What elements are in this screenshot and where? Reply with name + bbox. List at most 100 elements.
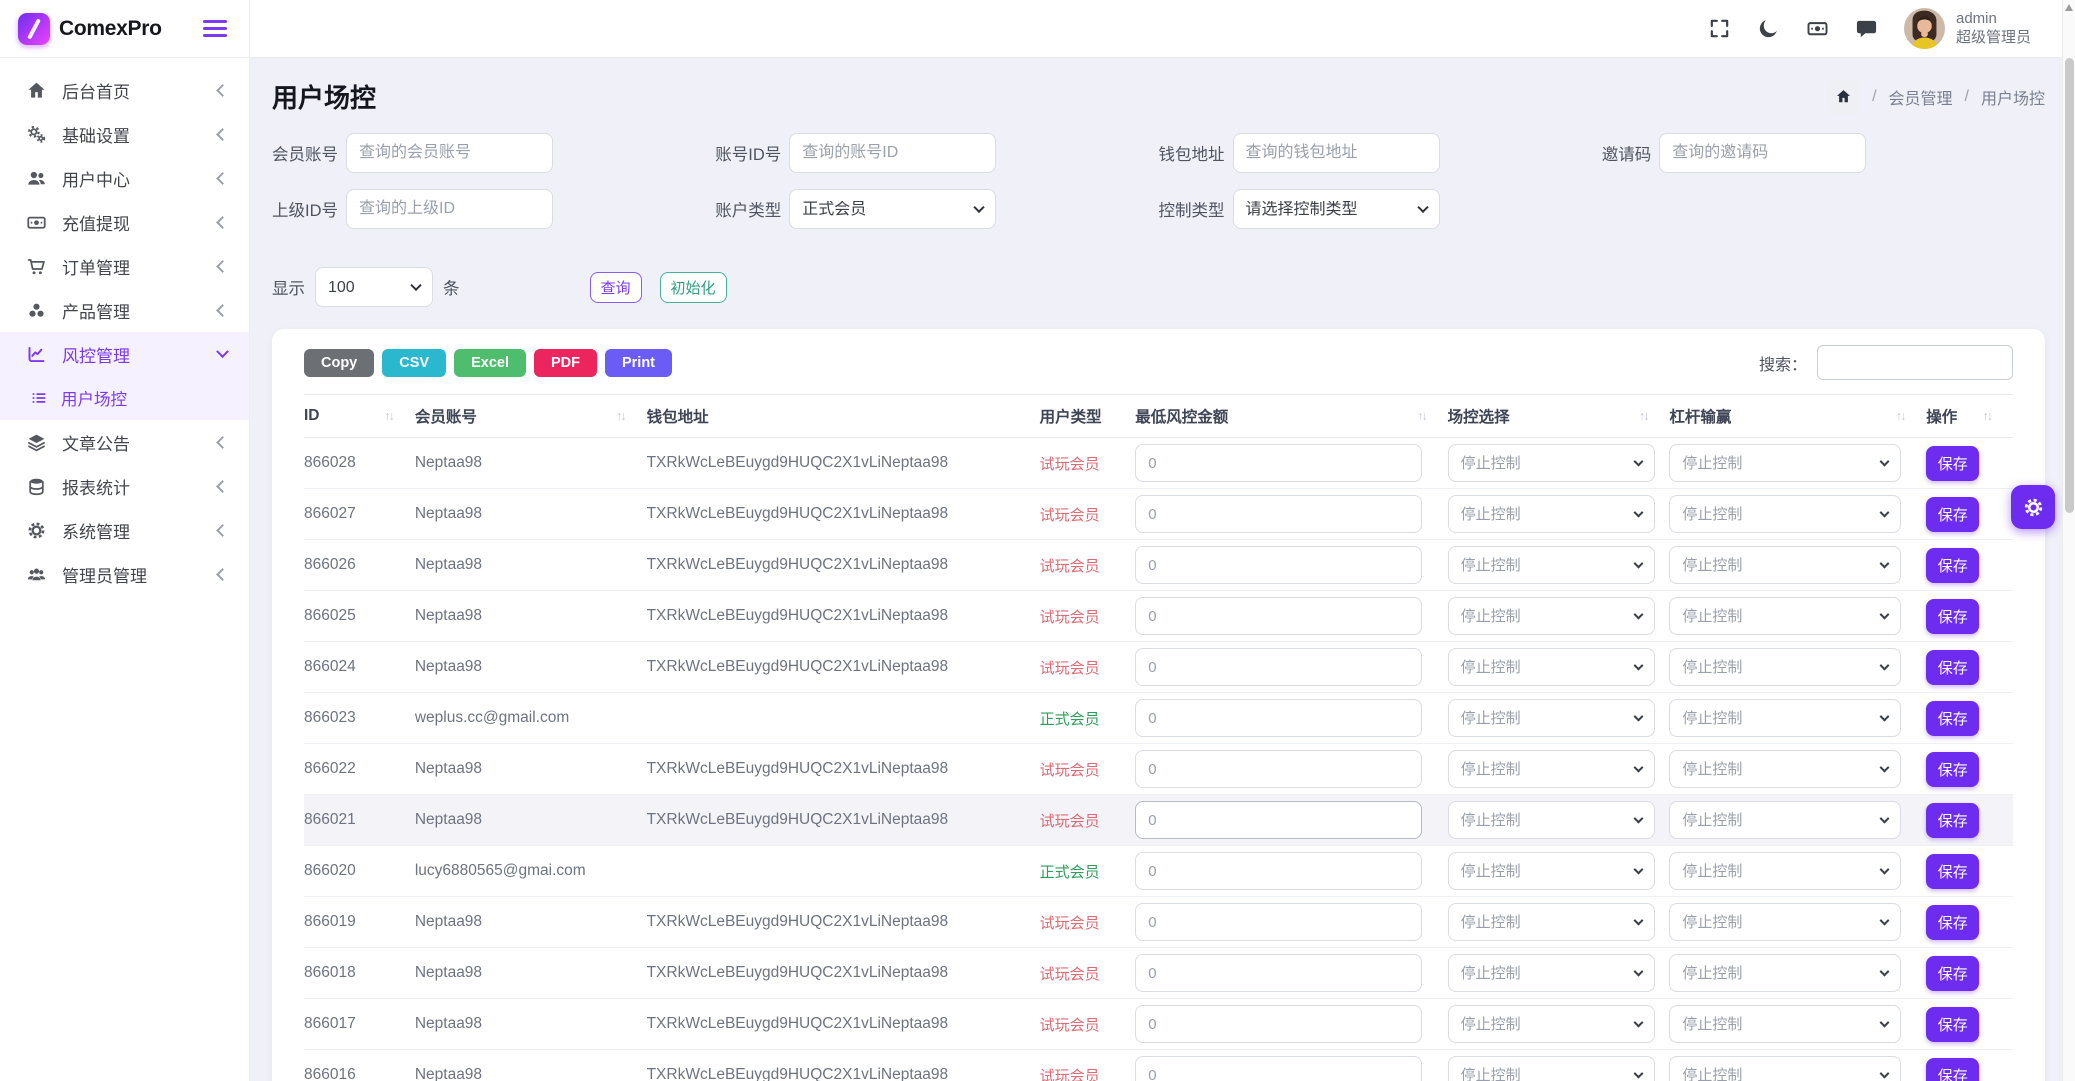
field-control-select[interactable]: 停止控制 [1448,648,1655,686]
sidebar-menu-item[interactable]: 产品管理 [0,288,249,332]
risk-amount-input[interactable] [1135,750,1422,788]
chat-icon[interactable] [1855,17,1878,40]
field-control-select[interactable]: 停止控制 [1448,597,1655,635]
risk-amount-input[interactable] [1135,801,1422,839]
leverage-select[interactable]: 停止控制 [1669,1005,1901,1043]
sort-icon[interactable]: ↑↓ [1896,409,1917,423]
sidebar-menu-item[interactable]: 管理员管理 [0,552,249,596]
column-header[interactable]: 场控选择 ↑↓ [1448,395,1670,438]
cash-icon[interactable] [1806,17,1829,40]
export-button[interactable]: Copy [304,349,374,377]
leverage-select[interactable]: 停止控制 [1669,495,1901,533]
sidebar-menu-item[interactable]: 报表统计 [0,464,249,508]
sidebar-menu-item[interactable]: 充值提现 [0,200,249,244]
save-button[interactable]: 保存 [1926,497,1979,532]
field-control-select[interactable]: 停止控制 [1448,903,1655,941]
filter-input[interactable] [789,133,996,173]
search-input[interactable] [1817,345,2013,380]
column-header[interactable]: 最低风控金额 ↑↓ [1135,395,1447,438]
export-button[interactable]: Print [605,349,672,377]
sidebar-menu-item[interactable]: 风控管理 [0,332,249,376]
column-header[interactable]: 会员账号 ↑↓ [415,395,647,438]
leverage-select[interactable]: 停止控制 [1669,903,1901,941]
sidebar-menu-item[interactable]: 基础设置 [0,112,249,156]
page-scrollbar[interactable] [2062,0,2075,1081]
reset-button[interactable]: 初始化 [660,272,727,303]
breadcrumb-home-button[interactable] [1826,80,1860,114]
risk-amount-input[interactable] [1135,852,1422,890]
filter-input[interactable] [1233,133,1440,173]
save-button[interactable]: 保存 [1926,956,1979,991]
field-control-select[interactable]: 停止控制 [1448,750,1655,788]
column-header[interactable]: 操作 ↑↓ [1926,395,2013,438]
export-button[interactable]: CSV [382,349,446,377]
hamburger-icon[interactable] [203,20,227,37]
leverage-select[interactable]: 停止控制 [1669,1056,1901,1081]
save-button[interactable]: 保存 [1926,1058,1979,1081]
export-button[interactable]: Excel [454,349,526,377]
query-button[interactable]: 查询 [590,272,642,303]
filter-input[interactable] [346,133,553,173]
parent-id-input[interactable] [346,189,553,229]
leverage-select[interactable]: 停止控制 [1669,648,1901,686]
save-button[interactable]: 保存 [1926,854,1979,889]
leverage-select[interactable]: 停止控制 [1669,750,1901,788]
leverage-select[interactable]: 停止控制 [1669,852,1901,890]
user-menu[interactable]: admin 超级管理员 [1904,8,2031,49]
risk-amount-input[interactable] [1135,648,1422,686]
save-button[interactable]: 保存 [1926,905,1979,940]
column-header[interactable]: 钱包地址 [647,395,1040,438]
save-button[interactable]: 保存 [1926,599,1979,634]
scrollbar-thumb[interactable] [2065,58,2074,513]
scrollbar-up-arrow[interactable] [2065,4,2073,11]
save-button[interactable]: 保存 [1926,752,1979,787]
sort-icon[interactable]: ↑↓ [384,409,405,423]
filter-input[interactable] [1659,133,1866,173]
fullscreen-icon[interactable] [1708,17,1731,40]
field-control-select[interactable]: 停止控制 [1448,495,1655,533]
sort-icon[interactable]: ↑↓ [1417,409,1438,423]
moon-icon[interactable] [1757,17,1780,40]
risk-amount-input[interactable] [1135,546,1422,584]
leverage-select[interactable]: 停止控制 [1669,954,1901,992]
risk-amount-input[interactable] [1135,699,1422,737]
risk-amount-input[interactable] [1135,597,1422,635]
save-button[interactable]: 保存 [1926,1007,1979,1042]
breadcrumb-level1[interactable]: 会员管理 [1889,85,1953,109]
control-type-select[interactable]: 请选择控制类型 [1233,189,1440,229]
sidebar-menu-item[interactable]: 系统管理 [0,508,249,552]
save-button[interactable]: 保存 [1926,650,1979,685]
leverage-select[interactable]: 停止控制 [1669,801,1901,839]
column-header[interactable]: 用户类型 [1040,395,1136,438]
risk-amount-input[interactable] [1135,954,1422,992]
leverage-select[interactable]: 停止控制 [1669,444,1901,482]
account-type-select[interactable]: 正式会员 [789,189,996,229]
save-button[interactable]: 保存 [1926,803,1979,838]
risk-amount-input[interactable] [1135,495,1422,533]
field-control-select[interactable]: 停止控制 [1448,444,1655,482]
sidebar-menu-item[interactable]: 用户场控 [0,376,249,420]
display-count-select[interactable]: 100 [315,267,433,307]
field-control-select[interactable]: 停止控制 [1448,801,1655,839]
sidebar-menu-item[interactable]: 用户中心 [0,156,249,200]
field-control-select[interactable]: 停止控制 [1448,699,1655,737]
field-control-select[interactable]: 停止控制 [1448,1056,1655,1081]
leverage-select[interactable]: 停止控制 [1669,546,1901,584]
risk-amount-input[interactable] [1135,903,1422,941]
sidebar-menu-item[interactable]: 订单管理 [0,244,249,288]
field-control-select[interactable]: 停止控制 [1448,954,1655,992]
column-header[interactable]: 杠杆输赢 ↑↓ [1669,395,1926,438]
risk-amount-input[interactable] [1135,444,1422,482]
field-control-select[interactable]: 停止控制 [1448,1005,1655,1043]
sort-icon[interactable]: ↑↓ [1983,409,2004,423]
sidebar-menu-item[interactable]: 文章公告 [0,420,249,464]
risk-amount-input[interactable] [1135,1005,1422,1043]
sort-icon[interactable]: ↑↓ [1639,409,1660,423]
leverage-select[interactable]: 停止控制 [1669,699,1901,737]
field-control-select[interactable]: 停止控制 [1448,546,1655,584]
save-button[interactable]: 保存 [1926,446,1979,481]
column-header[interactable]: ID ↑↓ [304,395,415,438]
floating-settings-button[interactable] [2011,485,2055,529]
brand-logo[interactable]: ComexPro [18,13,162,45]
leverage-select[interactable]: 停止控制 [1669,597,1901,635]
